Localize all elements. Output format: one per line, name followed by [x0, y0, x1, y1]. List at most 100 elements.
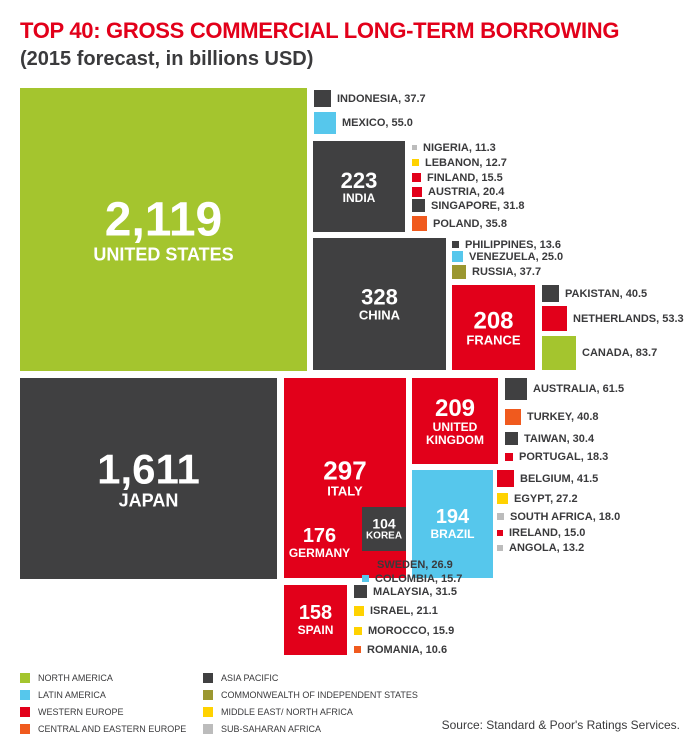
small-item-label: INDONESIA, 37.7 [337, 92, 426, 105]
tile-united-kingdom: 209 UNITED KINGDOM [412, 378, 498, 464]
small-item-label: ISRAEL, 21.1 [370, 604, 438, 617]
legend-swatch [203, 724, 213, 734]
legend-label: SUB-SAHARAN AFRICA [221, 724, 322, 734]
small-item-label: AUSTRALIA, 61.5 [533, 383, 625, 395]
tile-japan: 1,611 JAPAN [20, 378, 277, 579]
small-item-romania: ROMANIA, 10.6 [354, 643, 447, 656]
small-item-label: SINGAPORE, 31.8 [431, 199, 525, 212]
small-item-belgium: BELGIUM, 41.5 [497, 470, 598, 487]
small-item-label: CANADA, 83.7 [582, 347, 658, 359]
region-swatch [505, 432, 518, 445]
small-item-label: VENEZUELA, 25.0 [469, 250, 564, 263]
region-swatch [412, 216, 427, 231]
tile-value: 208 [473, 307, 514, 335]
tile-france: 208 FRANCE [452, 285, 535, 370]
legend-item-central-and-eastern-europe: CENTRAL AND EASTERN EUROPE [20, 724, 186, 734]
tile-spain: 158 SPAIN [284, 585, 347, 655]
tile-value: 223 [340, 167, 378, 193]
small-item-label: SOUTH AFRICA, 18.0 [510, 510, 621, 523]
region-swatch [314, 112, 336, 134]
tile-value: 1,611 [97, 445, 200, 493]
small-item-label: SWEDEN, 26.9 [377, 558, 453, 571]
region-swatch [314, 90, 331, 107]
tile-label: INDIA [342, 190, 376, 205]
small-item-label: MEXICO, 55.0 [342, 117, 413, 129]
small-item-angola: ANGOLA, 13.2 [497, 541, 584, 554]
small-item-label: PHILIPPINES, 13.6 [465, 238, 561, 251]
region-swatch [497, 513, 504, 520]
legend-swatch [20, 690, 30, 700]
source-note: Source: Standard & Poor's Ratings Servic… [441, 718, 680, 732]
legend-label: MIDDLE EAST/ NORTH AFRICA [221, 707, 353, 717]
legend-label: NORTH AMERICA [38, 673, 113, 683]
tile-label: UNITED KINGDOM [426, 420, 484, 447]
legend-item-asia-pacific: ASIA PACIFIC [203, 673, 278, 683]
small-item-label: NETHERLANDS, 53.3 [573, 312, 684, 325]
legend-item-sub-saharan-africa: SUB-SAHARAN AFRICA [203, 724, 321, 734]
tile-label: UNITED STATES [93, 244, 234, 265]
legend-item-commonwealth-of-independent-states: COMMONWEALTH OF INDEPENDENT STATES [203, 690, 418, 700]
tile-label: ITALY [327, 483, 363, 499]
small-item-label: MOROCCO, 15.9 [368, 624, 455, 637]
small-item-sweden: SWEDEN, 26.9 [362, 558, 453, 571]
tile-india: 223 INDIA [313, 141, 405, 232]
small-item-label: EGYPT, 27.2 [514, 492, 578, 505]
small-item-label: IRELAND, 15.0 [509, 526, 586, 539]
tile-label: CHINA [358, 307, 401, 323]
small-item-south-africa: SOUTH AFRICA, 18.0 [497, 510, 620, 523]
small-item-portugal: PORTUGAL, 18.3 [505, 450, 608, 463]
region-swatch [354, 646, 361, 653]
legend-label: COMMONWEALTH OF INDEPENDENT STATES [221, 690, 418, 700]
small-item-ireland: IRELAND, 15.0 [497, 526, 585, 539]
region-swatch [412, 173, 421, 182]
small-item-label: RUSSIA, 37.7 [472, 266, 542, 278]
small-item-label: PORTUGAL, 18.3 [519, 450, 609, 463]
region-swatch [412, 145, 417, 150]
chart-subtitle: (2015 forecast, in billions USD) [20, 48, 314, 70]
small-item-malaysia: MALAYSIA, 31.5 [354, 585, 457, 598]
small-item-egypt: EGYPT, 27.2 [497, 492, 578, 505]
tile-value: 104 [372, 515, 396, 532]
region-swatch [497, 529, 503, 536]
tile-korea: 104 KOREA [362, 507, 406, 551]
small-item-colombia: COLOMBIA, 15.7 [362, 572, 462, 585]
region-swatch [542, 336, 576, 370]
region-swatch [542, 285, 559, 302]
tile-label: JAPAN [118, 490, 179, 511]
legend-item-north-america: NORTH AMERICA [20, 673, 113, 683]
region-swatch [354, 626, 362, 635]
small-item-mexico: MEXICO, 55.0 [314, 112, 413, 134]
legend-swatch [20, 673, 30, 683]
chart-title: TOP 40: GROSS COMMERCIAL LONG-TERM BORRO… [20, 18, 620, 43]
tile-germany: 176 GERMANY [284, 507, 355, 578]
legend-swatch [203, 707, 213, 717]
legend-label: ASIA PACIFIC [221, 673, 279, 683]
legend-label: WESTERN EUROPE [38, 707, 124, 717]
small-item-label: TURKEY, 40.8 [527, 411, 599, 423]
small-item-turkey: TURKEY, 40.8 [505, 409, 599, 425]
tile-label: GERMANY [288, 545, 351, 560]
small-item-label: ANGOLA, 13.2 [509, 541, 585, 554]
region-swatch [354, 585, 367, 598]
region-swatch [452, 265, 466, 279]
small-item-label: COLOMBIA, 15.7 [375, 572, 463, 585]
small-item-austria: AUSTRIA, 20.4 [412, 185, 504, 198]
region-swatch [505, 452, 513, 461]
region-swatch [362, 560, 371, 569]
small-item-singapore: SINGAPORE, 31.8 [412, 199, 525, 212]
small-item-venezuela: VENEZUELA, 25.0 [452, 250, 563, 263]
tile-value: 209 [434, 394, 476, 422]
tile-label: KOREA [365, 530, 403, 542]
region-swatch [412, 186, 422, 197]
tile-label: FRANCE [466, 332, 521, 348]
small-item-netherlands: NETHERLANDS, 53.3 [542, 306, 684, 331]
region-swatch [354, 605, 364, 616]
small-item-australia: AUSTRALIA, 61.5 [505, 378, 624, 400]
small-item-nigeria: NIGERIA, 11.3 [412, 141, 496, 154]
region-swatch [412, 159, 419, 166]
small-item-label: NIGERIA, 11.3 [423, 141, 496, 154]
region-swatch [362, 575, 369, 582]
region-swatch [452, 251, 463, 262]
small-item-label: MALAYSIA, 31.5 [373, 585, 457, 598]
